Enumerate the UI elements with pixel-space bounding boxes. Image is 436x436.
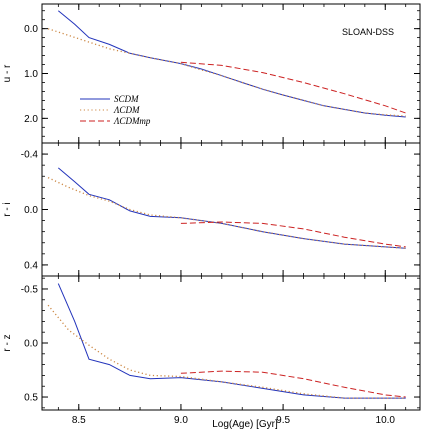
y-tick-label: -0.4 — [21, 150, 39, 161]
y-tick-label: 0.5 — [24, 393, 38, 404]
series-line-cdmmp — [180, 61, 406, 114]
legend-label: ΛCDMmp — [113, 116, 151, 126]
x-tick-label: 9.0 — [174, 415, 188, 426]
series-line-scdm — [57, 167, 406, 249]
dataset-annotation: SLOAN-DSS — [342, 27, 394, 37]
panel-1: 0.0 1.0 2.0 u - r — [2, 3, 421, 144]
series-line-cdmmp — [180, 370, 406, 398]
x-tick-label: 9.5 — [276, 415, 290, 426]
y-tick-label: 1.0 — [24, 69, 38, 80]
panel-3: -0.5 0.0 0.5 r - z — [2, 275, 421, 411]
series-line-cdmmp — [180, 221, 406, 248]
y-axis-title: u - r — [2, 64, 13, 82]
panel-frame — [41, 142, 421, 277]
x-tick-label: 8.5 — [72, 415, 86, 426]
y-tick-label: 0.0 — [24, 205, 38, 216]
y-axis-title: r - i — [2, 202, 13, 216]
legend-label: SCDM — [114, 94, 139, 104]
y-tick-label: 0.0 — [24, 339, 38, 350]
x-tick-label: 10.0 — [376, 415, 396, 426]
y-axis-title: r - z — [2, 334, 13, 351]
x-axis-title: Log(Age) [Gyr] — [212, 419, 278, 430]
panel-2: -0.4 0.0 0.4 r - i — [2, 142, 421, 277]
y-tick-label: -0.5 — [21, 284, 39, 295]
series-line-cdm — [47, 304, 406, 399]
panel-frame — [41, 275, 421, 411]
panels: 0.0 1.0 2.0 u - r -0.4 0.0 0.4 r - i -0.5 0.0 0.5 r… — [2, 3, 421, 411]
legend-label: ΛCDM — [113, 105, 140, 115]
series-line-scdm — [57, 283, 406, 399]
y-tick-label: 0.4 — [24, 260, 38, 271]
series-line-cdm — [47, 177, 406, 249]
y-tick-label: 0.0 — [24, 24, 38, 35]
series-line-cdm — [47, 28, 406, 117]
panel-frame — [41, 3, 421, 144]
x-axis: 8.5 9.0 9.5 10.0 — [72, 415, 396, 426]
y-tick-label: 2.0 — [24, 114, 38, 125]
